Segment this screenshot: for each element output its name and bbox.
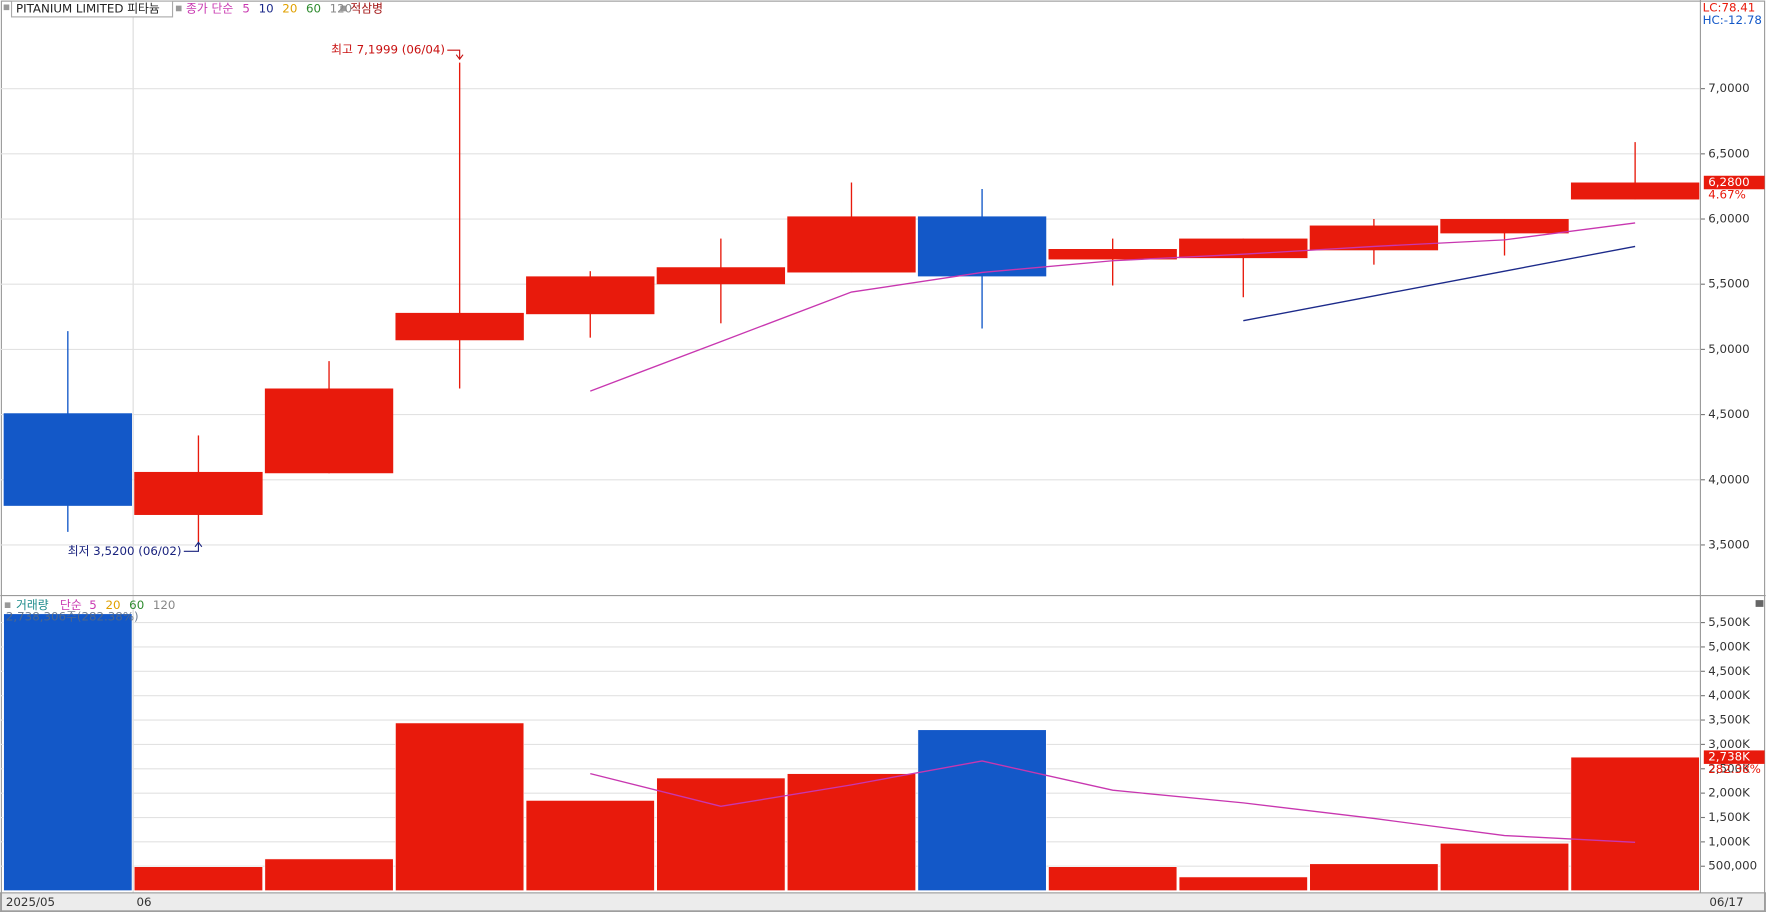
header-icon xyxy=(3,4,10,11)
candle-body xyxy=(1440,219,1569,234)
volume-bar xyxy=(1178,876,1308,891)
x-tick-label: 06 xyxy=(137,895,152,909)
volume-bar xyxy=(264,858,394,891)
volume-change-tag: 282.38% xyxy=(1708,762,1761,776)
y-tick-label: 500,000 xyxy=(1708,859,1757,873)
volume-bar xyxy=(133,866,263,891)
volume-bar xyxy=(917,729,1047,891)
moving-average-line xyxy=(590,760,1636,844)
candle-body xyxy=(264,388,394,474)
x-tick-label: 06/17 xyxy=(1709,895,1743,909)
y-tick-label: 3,5000 xyxy=(1708,537,1749,551)
volume-bar xyxy=(1570,756,1700,891)
legend-entry: 20 xyxy=(106,598,121,612)
high-arrow xyxy=(447,49,464,61)
volume-bar xyxy=(3,613,133,891)
candle-body xyxy=(526,276,655,315)
date-bar xyxy=(0,892,1766,912)
legend-entry: 120 xyxy=(330,2,353,16)
moving-average-line xyxy=(590,222,1636,392)
indicator-label: 종가 단순 xyxy=(186,2,233,16)
volume-bar xyxy=(1309,863,1439,891)
legend-entry: 5 xyxy=(89,598,97,612)
y-tick-label: 2,500K xyxy=(1708,761,1750,775)
candle-body xyxy=(134,471,263,515)
volume-tag: 2,738K xyxy=(1708,750,1750,764)
legend-entry: 60 xyxy=(129,598,144,612)
y-tick-label: 5,0000 xyxy=(1708,342,1749,356)
y-tick-label: 1,000K xyxy=(1708,834,1750,848)
y-tick-label: 5,000K xyxy=(1708,639,1750,653)
candle-body xyxy=(1048,249,1177,260)
y-tick-label: 1,500K xyxy=(1708,810,1750,824)
moving-average-line xyxy=(1243,245,1636,322)
stock-title[interactable]: PITANIUM LIMITED 피타늄 xyxy=(16,2,160,16)
volume-info: 2,738,306주(282.38%) xyxy=(6,610,139,624)
y-tick-label: 7,0000 xyxy=(1708,81,1749,95)
y-tick-label: 4,5000 xyxy=(1708,407,1749,421)
y-tick-label: 4,500K xyxy=(1708,664,1750,678)
y-tick-label: 5,5000 xyxy=(1708,277,1749,291)
candle-body xyxy=(787,216,916,273)
y-tick-label: 4,0000 xyxy=(1708,472,1749,486)
volume-title: 거래량 xyxy=(16,598,49,612)
volume-bar xyxy=(787,773,916,891)
low-arrow xyxy=(183,541,203,552)
candle-body xyxy=(1179,238,1308,259)
candle-body xyxy=(917,216,1047,277)
volume-bar xyxy=(656,777,786,891)
y-tick-label: 2,000K xyxy=(1708,786,1750,800)
volume-tag-box xyxy=(1703,750,1765,764)
panel-button[interactable] xyxy=(1755,600,1764,607)
title-box[interactable] xyxy=(10,0,174,18)
candle-body xyxy=(395,312,524,341)
y-tick-label: 5,500K xyxy=(1708,615,1750,629)
legend-entry: 5 xyxy=(242,2,250,16)
volume-indicator-label: 단순 xyxy=(60,598,82,612)
candle-body xyxy=(1570,182,1700,200)
header-icon xyxy=(4,602,11,608)
price-tag: 6,2800 xyxy=(1708,175,1749,189)
y-tick-label: 3,000K xyxy=(1708,737,1750,751)
volume-bar xyxy=(395,722,525,891)
hc-label: HC:-12.78 xyxy=(1703,13,1762,27)
pattern-label: 적삼병 xyxy=(350,2,383,16)
x-tick-label: 2025/05 xyxy=(6,895,55,909)
legend-entry: 20 xyxy=(282,2,297,16)
price-tag-box xyxy=(1703,175,1765,190)
header-icon xyxy=(175,5,182,12)
lc-label: LC:78.41 xyxy=(1703,0,1756,14)
y-tick-label: 4,000K xyxy=(1708,688,1750,702)
header-icon xyxy=(340,5,346,12)
change-tag: 4.67% xyxy=(1708,187,1746,201)
high-annotation: 최고 7,1999 (06/04) xyxy=(331,43,445,57)
y-tick-label: 3,500K xyxy=(1708,713,1750,727)
volume-bar xyxy=(525,800,655,891)
volume-bar xyxy=(1048,866,1178,891)
volume-bar xyxy=(1440,843,1569,891)
y-tick-label: 6,0000 xyxy=(1708,212,1749,226)
legend-entry: 120 xyxy=(153,598,176,612)
y-tick-label: 6,5000 xyxy=(1708,146,1749,160)
candle-body xyxy=(656,267,786,285)
legend-entry: 60 xyxy=(306,2,321,16)
legend-entry: 10 xyxy=(259,2,274,16)
candle-body xyxy=(3,413,133,506)
low-annotation: 최저 3,5200 (06/02) xyxy=(68,544,182,558)
